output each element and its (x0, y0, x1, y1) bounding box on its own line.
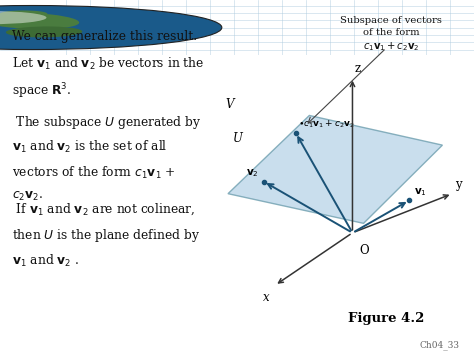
Text: x: x (263, 291, 270, 304)
Text: $c_2\mathbf{v}_2$.: $c_2\mathbf{v}_2$. (12, 190, 43, 203)
Text: The subspace $U$ generated by: The subspace $U$ generated by (12, 114, 201, 131)
Polygon shape (228, 115, 442, 223)
Ellipse shape (0, 10, 47, 17)
Text: then $U$ is the plane defined by: then $U$ is the plane defined by (12, 227, 200, 244)
Text: We can generalize this result.: We can generalize this result. (12, 30, 197, 43)
Text: V: V (226, 98, 234, 111)
Text: z: z (355, 62, 361, 75)
Text: $\bullet c_1\mathbf{v}_1 + c_2\mathbf{v}_2$: $\bullet c_1\mathbf{v}_1 + c_2\mathbf{v}… (298, 119, 355, 130)
Text: y: y (455, 178, 461, 191)
Text: Subspace of vectors
of the form
$c_1\mathbf{v}_1 + c_2\mathbf{v}_2$: Subspace of vectors of the form $c_1\mat… (340, 16, 442, 53)
Text: $\mathbf{v}_1$ and $\mathbf{v}_2$ is the set of all: $\mathbf{v}_1$ and $\mathbf{v}_2$ is the… (12, 139, 167, 155)
Text: vectors of the form $c_1\mathbf{v}_1$ +: vectors of the form $c_1\mathbf{v}_1$ + (12, 165, 175, 181)
Text: Let $\mathbf{v}_1$ and $\mathbf{v}_2$ be vectors in the: Let $\mathbf{v}_1$ and $\mathbf{v}_2$ be… (12, 56, 204, 72)
Text: $\mathbf{v}_2$: $\mathbf{v}_2$ (246, 167, 259, 179)
Ellipse shape (0, 13, 79, 29)
Text: O: O (360, 244, 370, 257)
Text: $\mathbf{v}_1$ and $\mathbf{v}_2$ .: $\mathbf{v}_1$ and $\mathbf{v}_2$ . (12, 253, 79, 269)
Text: space $\mathbf{R}^3$.: space $\mathbf{R}^3$. (12, 81, 72, 101)
Ellipse shape (6, 26, 82, 37)
Circle shape (0, 6, 222, 50)
Text: Figure 4.2: Figure 4.2 (348, 312, 425, 325)
Text: $\mathbf{v}_1$: $\mathbf{v}_1$ (414, 186, 427, 198)
Text: Ch04_33: Ch04_33 (420, 340, 460, 350)
Text: U: U (233, 132, 243, 145)
Text: If $\mathbf{v}_1$ and $\mathbf{v}_2$ are not colinear,: If $\mathbf{v}_1$ and $\mathbf{v}_2$ are… (12, 202, 195, 217)
Circle shape (0, 11, 46, 24)
